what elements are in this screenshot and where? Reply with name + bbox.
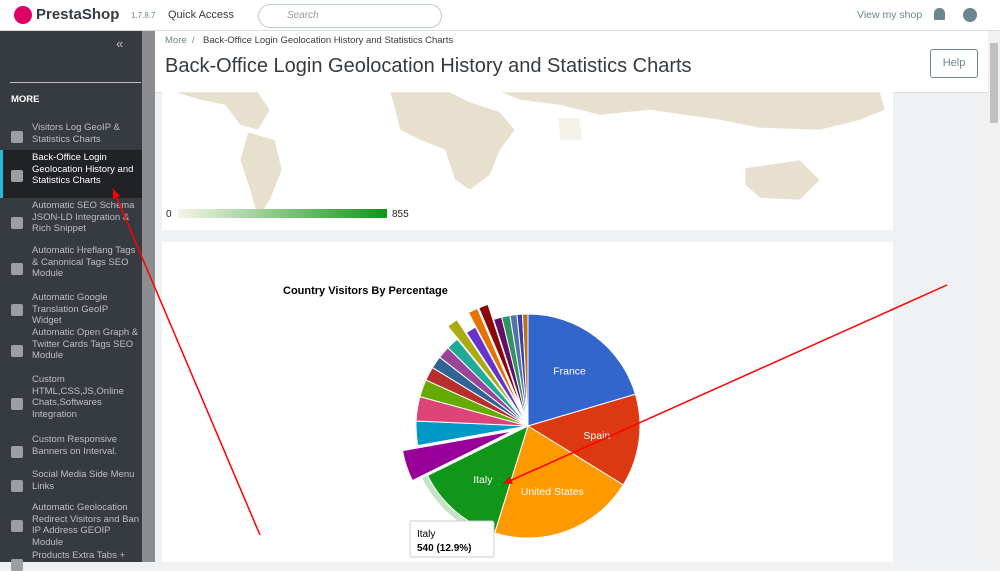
puzzle-icon <box>11 303 23 316</box>
slice <box>447 318 519 414</box>
section-label: MORE <box>11 94 40 105</box>
menu-item[interactable]: Automatic Hreflang Tags & Canonical Tags… <box>32 245 136 279</box>
page-scrollbar <box>988 31 1000 562</box>
menu-item[interactable]: Automatic SEO Schema JSON-LD Integration… <box>32 200 135 234</box>
collapse[interactable]: « <box>116 36 124 51</box>
version: 1.7.8.7 <box>131 11 156 20</box>
puzzle-icon <box>11 216 23 229</box>
map-legend-max: 855 <box>392 209 409 220</box>
slice-label: United States <box>521 486 584 498</box>
search-placeholder: Search <box>287 10 319 21</box>
slice <box>478 303 523 412</box>
breadcrumb-root[interactable]: More <box>165 35 187 46</box>
slice-label: France <box>553 365 586 377</box>
breadcrumb-current: Back-Office Login Geolocation History an… <box>203 35 454 46</box>
menu-item[interactable]: Custom Responsive Banners on Interval. <box>32 434 118 457</box>
menu-item[interactable]: Products Extra Tabs + <box>32 550 126 561</box>
tooltip: Italy 540 (12.9%) <box>409 520 495 558</box>
menu-item[interactable]: Automatic Open Graph & Twitter Cards Tag… <box>32 327 139 361</box>
view-shop[interactable]: View my shop <box>857 9 923 21</box>
slice <box>467 307 522 412</box>
slice <box>527 313 637 427</box>
quick-access[interactable]: Quick Access <box>168 9 235 21</box>
slice <box>494 425 624 539</box>
topbar: PrestaShop 1.7.8.7 Quick Access Search V… <box>0 0 1000 31</box>
slice <box>465 326 529 427</box>
sidebar: « MORE Visitors Log GeoIP & Statistics Cha… <box>0 31 142 571</box>
slice <box>401 430 514 482</box>
help-button[interactable]: Help <box>930 49 978 78</box>
menu-item[interactable]: Custom HTML,CSS,JS,Online Chats,Software… <box>32 374 124 420</box>
puzzle-icon <box>11 344 23 357</box>
menu-item[interactable]: Social Media Side Menu Links <box>32 469 135 492</box>
menu-item[interactable]: Back-Office Login Geolocation History an… <box>32 152 134 186</box>
world-map <box>174 91 886 219</box>
header: More / Back-Office Login Geolocation His… <box>155 31 988 93</box>
map-legend-min: 0 <box>166 209 172 220</box>
account[interactable] <box>963 8 977 22</box>
map-legend-bar <box>178 209 387 218</box>
notifications[interactable] <box>934 8 945 20</box>
sidebar-scrollbar <box>142 31 155 562</box>
menu-item[interactable]: Visitors Log GeoIP & Statistics Charts <box>32 122 120 145</box>
puzzle-icon <box>11 520 23 532</box>
menu-item[interactable]: Automatic Google Translation GeoIP Widge… <box>32 292 109 326</box>
slice <box>521 313 529 427</box>
chart-title: Country Visitors By Percentage <box>283 285 448 297</box>
arrow-head <box>503 476 513 484</box>
active-item <box>0 150 142 198</box>
breadcrumb-sep: / <box>192 35 195 46</box>
brand[interactable]: PrestaShop <box>36 6 120 23</box>
pie: France Spain United States Italy <box>401 303 641 539</box>
slice-label: Italy <box>473 474 493 486</box>
logo[interactable] <box>14 6 32 24</box>
tooltip-category: Italy <box>417 529 435 540</box>
annotation-arrow <box>112 188 261 536</box>
divider <box>10 82 141 83</box>
puzzle-icon <box>11 262 23 275</box>
slice <box>526 393 641 486</box>
puzzle-icon <box>11 398 23 410</box>
puzzle-icon <box>11 479 23 492</box>
menu-item[interactable]: Automatic Geolocation Redirect Visitors … <box>32 502 140 548</box>
tooltip-box <box>409 520 495 558</box>
tooltip-value: 540 (12.9%) <box>417 543 471 554</box>
puzzle-icon <box>11 170 23 182</box>
arrow-head <box>113 189 121 199</box>
page-title: Back-Office Login Geolocation History an… <box>165 55 692 77</box>
slice <box>447 338 529 427</box>
annotation-arrow <box>502 284 948 485</box>
slice-label: Spain <box>583 430 610 442</box>
puzzle-icon <box>11 131 23 143</box>
search-box[interactable]: Search <box>258 4 442 28</box>
puzzle-icon <box>11 445 23 458</box>
